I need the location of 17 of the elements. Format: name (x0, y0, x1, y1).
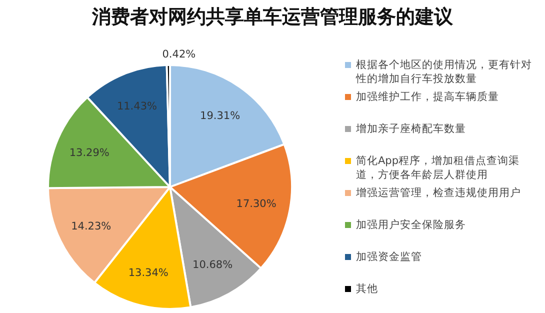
legend-label: 增加亲子座椅配车数量 (356, 122, 466, 136)
chart-title: 消费者对网约共享单车运营管理服务的建议 (90, 5, 454, 30)
legend-label: 加强资金监管 (356, 250, 422, 264)
legend-label: 加强维护工作，提高车辆质量 (356, 90, 499, 104)
data-label: 17.30% (236, 198, 276, 210)
data-label: 10.68% (192, 258, 233, 271)
data-label: 19.31% (200, 110, 240, 122)
legend-label: 简化App程序，增加租借点查询渠道，方便各年龄层人群使用 (356, 154, 521, 182)
legend-label: 增强运营管理，检查违规使用用户 (356, 186, 521, 200)
legend-label: 根据各个地区的使用情况，更有针对性的增加自行车投放数量 (356, 58, 533, 86)
data-label: 13.29% (69, 147, 110, 160)
data-label: 11.43% (116, 100, 158, 113)
data-label: 14.23% (71, 220, 112, 233)
legend-label: 其他 (356, 282, 378, 296)
data-label: 13.34% (128, 267, 168, 280)
legend-label: 加强用户安全保险服务 (356, 218, 466, 232)
data-label: 0.42% (162, 48, 196, 60)
